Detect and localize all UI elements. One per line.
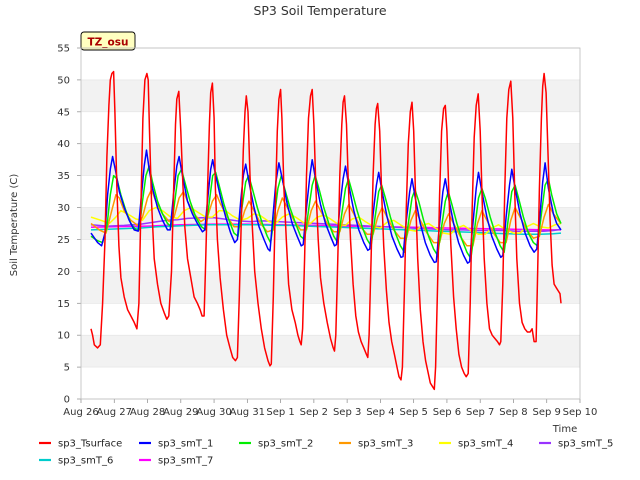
x-tick-label: Aug 31 (230, 407, 265, 418)
legend-label-sp3_smT_6: sp3_smT_6 (58, 456, 113, 467)
x-tick-label: Sep 7 (466, 407, 494, 418)
y-tick-label: 5 (64, 363, 70, 374)
y-tick-label: 10 (57, 331, 70, 342)
legend-label-sp3_smT_2: sp3_smT_2 (258, 439, 313, 450)
y-axis-ticks: 0 5 10 15 20 25 30 35 40 45 50 55 (57, 44, 81, 406)
series-line-sp3_smT_7 (90, 223, 561, 231)
grid-band (81, 143, 580, 176)
x-tick-label: Aug 29 (163, 407, 198, 418)
y-tick-label: 0 (64, 395, 70, 406)
grid-band (81, 79, 580, 112)
legend-label-sp3_smT_3: sp3_smT_3 (358, 439, 413, 450)
x-tick-label: Sep 2 (300, 407, 328, 418)
x-tick-label: Aug 27 (97, 407, 132, 418)
x-tick-label: Aug 28 (130, 407, 165, 418)
plot-frame (80, 47, 581, 400)
legend: sp3_Tsurface sp3_smT_1 sp3_smT_2 sp3_smT_3 s… (39, 439, 613, 467)
y-tick-label: 55 (57, 44, 70, 55)
y-tick-label: 30 (57, 203, 70, 214)
x-tick-label: Sep 3 (333, 407, 361, 418)
legend-label-sp3_smT_4: sp3_smT_4 (458, 439, 513, 450)
annotation-label: TZ_osu (88, 37, 129, 49)
x-tick-label: Sep 10 (563, 407, 598, 418)
legend-label-sp3_smT_7: sp3_smT_7 (158, 456, 213, 467)
x-tick-label: Aug 30 (196, 407, 231, 418)
y-tick-label: 25 (57, 235, 70, 246)
grid-band (81, 271, 580, 304)
annotation-box: TZ_osu (80, 31, 136, 51)
x-tick-label: Sep 5 (399, 407, 427, 418)
y-tick-label: 35 (57, 171, 70, 182)
y-tick-label: 20 (57, 267, 70, 278)
legend-label-sp3_Tsurface: sp3_Tsurface (58, 439, 122, 450)
series-line-sp3_Tsurface (90, 70, 562, 391)
series-lines (90, 70, 562, 391)
y-tick-label: 15 (57, 299, 70, 310)
y-axis-label: Soil Temperature (C) (9, 174, 20, 277)
chart-title: SP3 Soil Temperature (253, 3, 386, 18)
x-axis-label: Time (552, 424, 577, 435)
x-tick-label: Sep 4 (366, 407, 394, 418)
x-tick-label: Sep 1 (266, 407, 294, 418)
grid-bands (81, 47, 580, 400)
y-tick-label: 40 (57, 139, 70, 150)
x-tick-label: Sep 9 (533, 407, 561, 418)
y-tick-label: 50 (57, 75, 70, 86)
legend-label-sp3_smT_5: sp3_smT_5 (558, 439, 613, 450)
legend-label-sp3_smT_1: sp3_smT_1 (158, 439, 213, 450)
x-tick-label: Aug 26 (63, 407, 98, 418)
y-tick-label: 45 (57, 107, 70, 118)
x-tick-label: Sep 8 (499, 407, 527, 418)
x-tick-label: Sep 6 (433, 407, 461, 418)
